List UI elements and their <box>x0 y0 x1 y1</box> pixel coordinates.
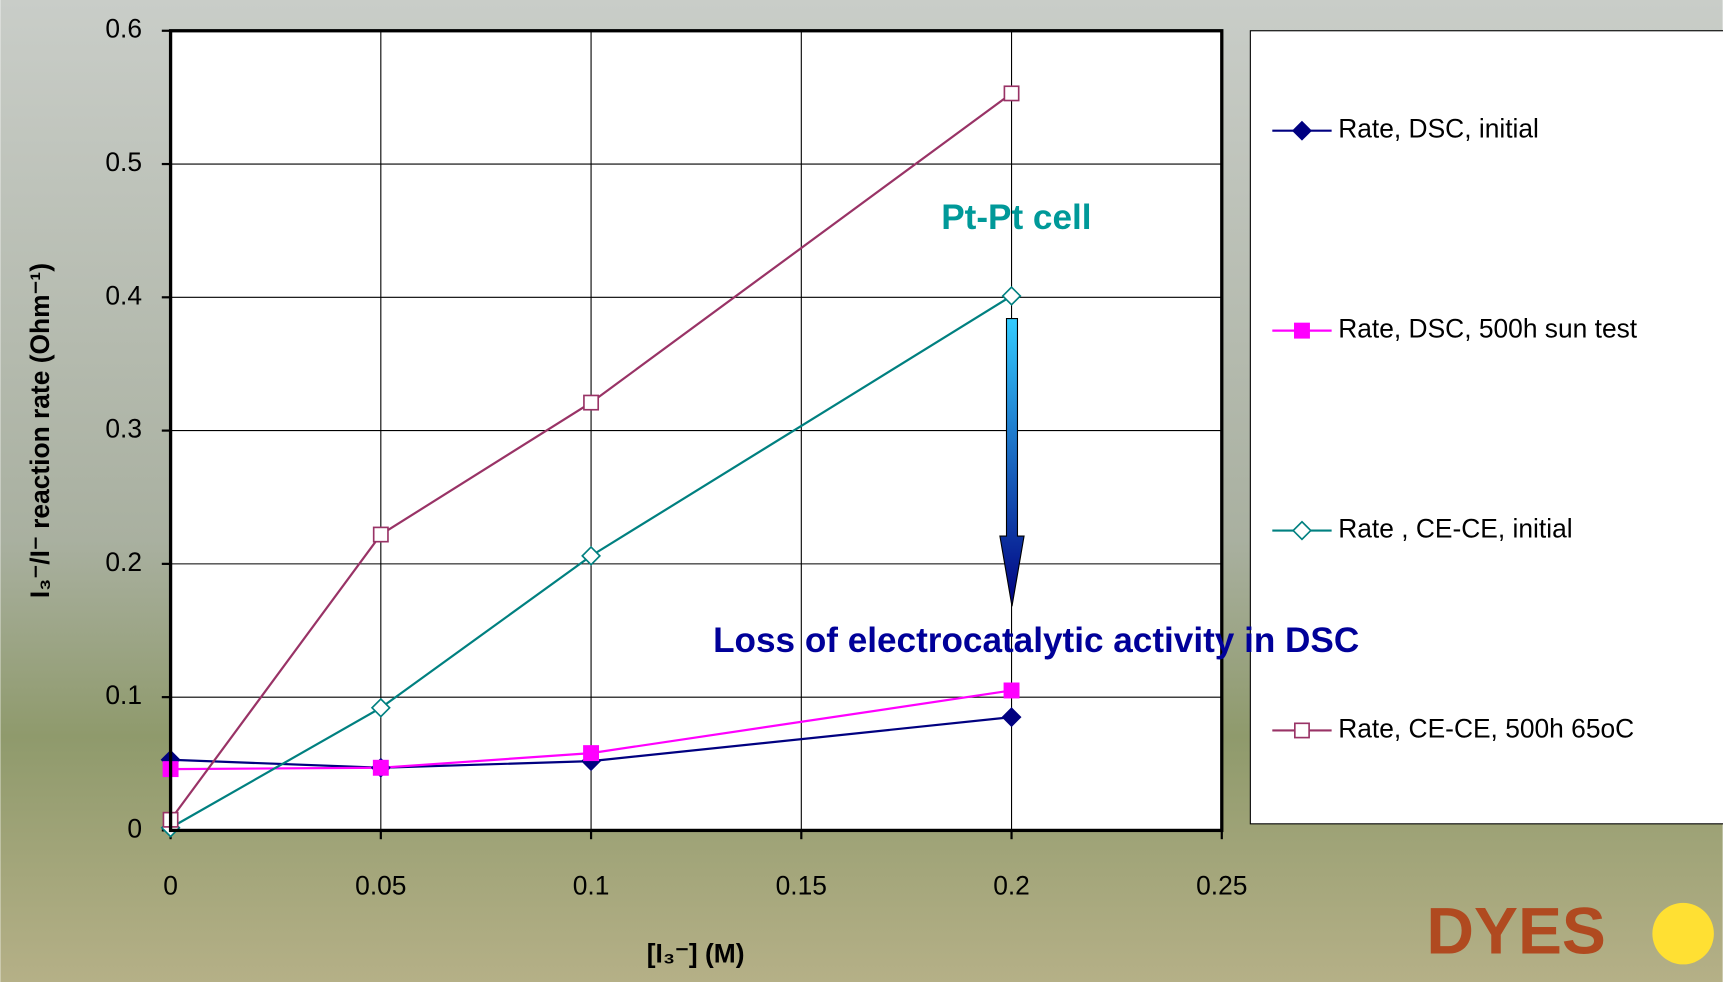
plot-border <box>168 29 1224 833</box>
series-line <box>170 716 1012 769</box>
legend-label: Rate, DSC, initial <box>1338 114 1539 144</box>
annotation: Pt-Pt cell <box>941 198 1091 237</box>
legend-label: Rate, CE-CE, 500h 65oC <box>1338 713 1634 743</box>
x-tick-label: 0.2 <box>993 871 1030 901</box>
marker <box>581 545 602 566</box>
marker <box>372 759 389 776</box>
marker <box>583 394 600 411</box>
legend-label: Rate , CE-CE, initial <box>1338 514 1572 544</box>
y-tick-label: 0.4 <box>105 280 142 310</box>
x-tick-label: 0 <box>163 871 178 901</box>
marker <box>370 697 391 718</box>
marker <box>372 526 389 543</box>
marker <box>1001 286 1022 306</box>
y-tick-label: 0.1 <box>105 680 142 710</box>
legend-box <box>1249 30 1723 825</box>
y-tick-label: 0 <box>127 813 142 843</box>
logo-sun <box>1652 902 1714 965</box>
x-axis-label: [I₃⁻] (M) <box>647 939 745 969</box>
y-tick-label: 0.6 <box>105 14 142 44</box>
y-tick-label: 0.3 <box>105 414 142 444</box>
marker <box>1003 85 1020 102</box>
marker <box>1292 120 1312 141</box>
marker <box>1003 682 1020 699</box>
marker <box>583 745 600 762</box>
x-tick-label: 0.25 <box>1196 871 1247 901</box>
marker <box>1292 520 1312 541</box>
y-tick-label: 0.5 <box>105 147 142 177</box>
x-tick-label: 0.05 <box>355 871 406 901</box>
arrow <box>999 317 1025 607</box>
y-tick-label: 0.2 <box>105 547 142 577</box>
marker <box>1294 322 1310 339</box>
y-axis-label: I₃⁻/I⁻ reaction rate (Ohm⁻¹) <box>25 263 55 598</box>
logo: DYES <box>1426 893 1605 967</box>
series-line <box>170 295 1013 829</box>
legend-label: Rate, DSC, 500h sun test <box>1338 314 1638 344</box>
x-tick-label: 0.15 <box>776 871 827 901</box>
x-tick-label: 0.1 <box>573 871 610 901</box>
marker <box>1294 722 1310 739</box>
series-line <box>169 92 1013 821</box>
marker <box>1001 707 1022 728</box>
annotation: Loss of electrocatalytic activity in DSC <box>713 621 1359 660</box>
